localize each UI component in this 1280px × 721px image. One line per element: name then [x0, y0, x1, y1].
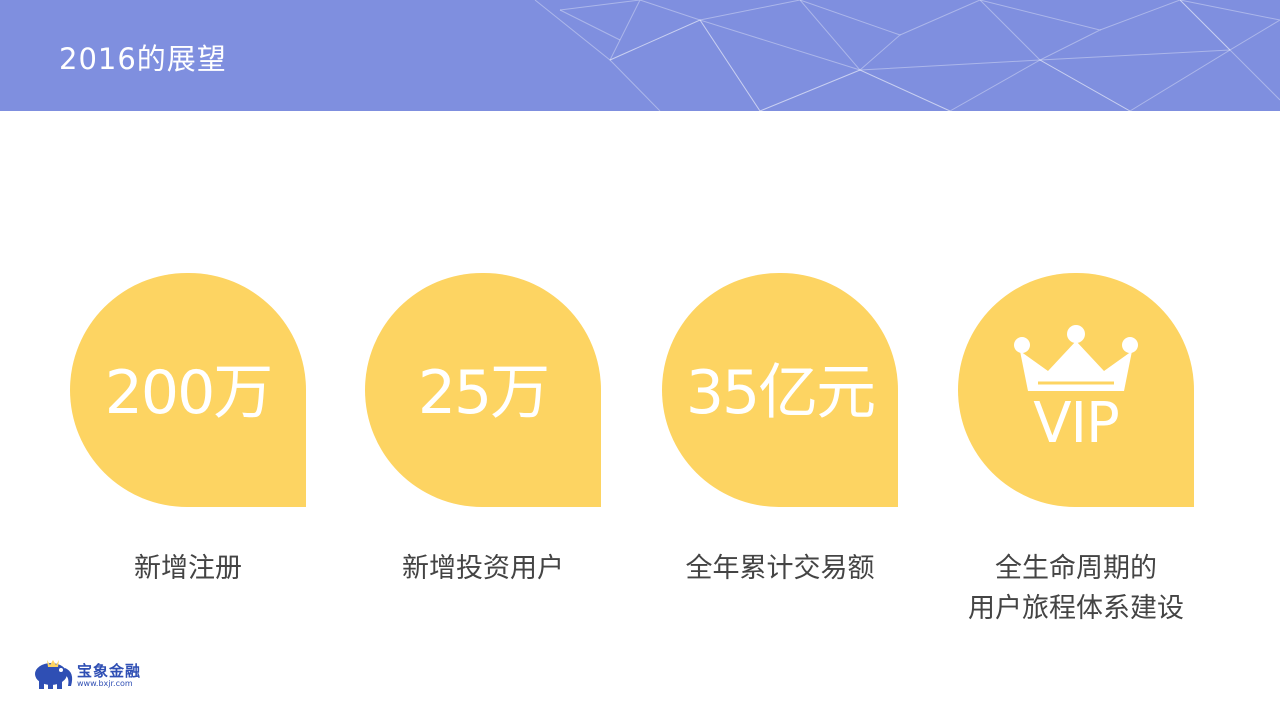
stat-caption: 新增注册: [134, 553, 242, 584]
caption-line: 用户旅程体系建设: [968, 593, 1184, 624]
stat-card-drop-shape: [365, 273, 601, 507]
stat-caption: 全生命周期的 用户旅程体系建设: [918, 549, 1234, 629]
caption-line: 全生命周期的: [995, 553, 1157, 584]
stat-card-drop-shape: [662, 273, 898, 507]
stat-value: 25万: [417, 357, 550, 428]
stat-card-drop-shape: [70, 273, 306, 507]
brand-url: www.bxjr.com: [77, 679, 133, 688]
brand-logo: 宝象金融 www.bxjr.com: [31, 652, 151, 694]
stat-value: 35亿元: [685, 357, 876, 428]
stat-value: 200万: [104, 357, 274, 428]
slide-header: 2016的展望: [0, 0, 1280, 111]
elephant-icon: [35, 660, 73, 689]
stat-value-vip: VIP: [1033, 391, 1120, 456]
crown-icon: [1014, 325, 1138, 391]
brand-name: 宝象金融: [77, 662, 142, 680]
slide-title: 2016的展望: [59, 42, 227, 76]
header-geometric-pattern: [534, 0, 1280, 111]
stat-caption: 全年累计交易额: [685, 553, 875, 584]
stat-caption: 新增投资用户: [402, 553, 564, 584]
